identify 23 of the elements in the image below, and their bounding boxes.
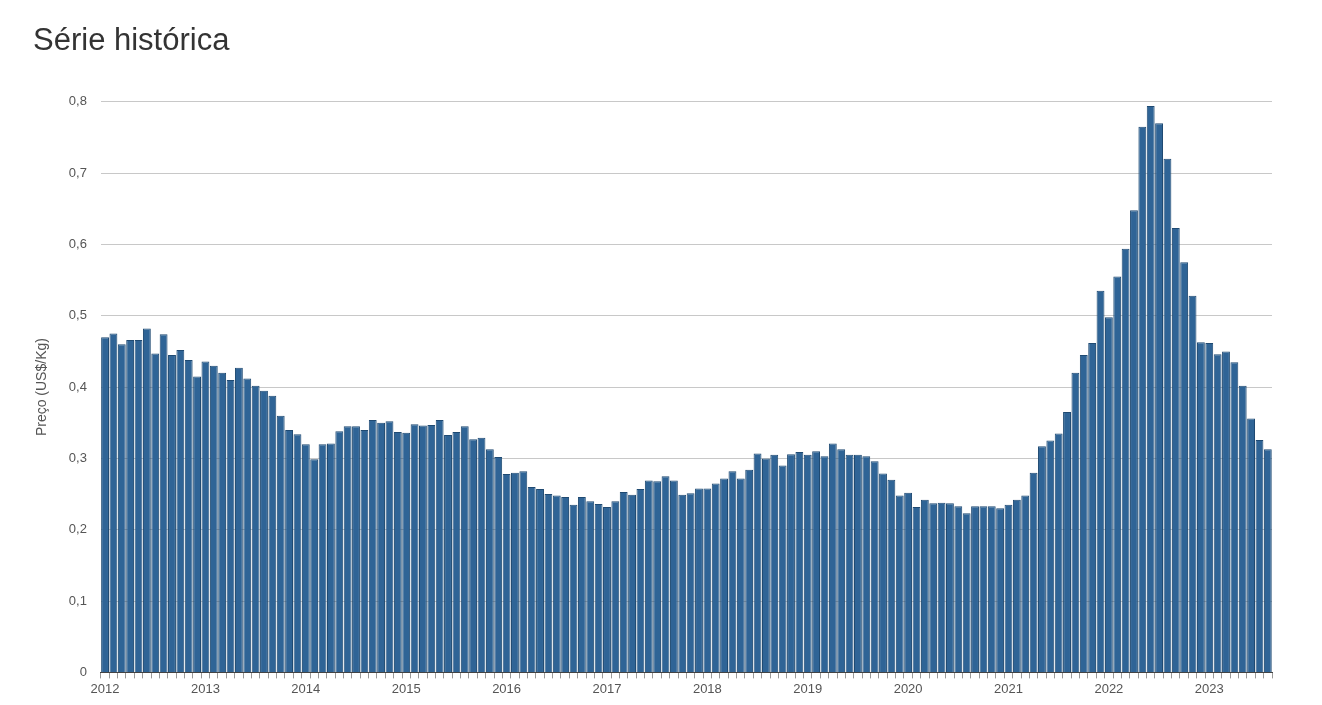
x-tick-label: 2016: [492, 680, 522, 696]
y-tick-label: 0,8: [68, 93, 87, 109]
chart-title: Série histórica: [33, 22, 230, 58]
x-tick-label: 2012: [90, 680, 120, 696]
y-tick-label: 0,3: [68, 450, 87, 465]
x-tick-label: 2019: [793, 680, 823, 696]
x-tick-label: 2023: [1194, 680, 1224, 696]
y-tick-label: 0,1: [68, 592, 87, 608]
x-tick-label: 2015: [391, 680, 421, 696]
x-tick-label: 2018: [692, 680, 722, 696]
x-tick-label: 2013: [190, 680, 220, 696]
x-tick-label: 2020: [893, 680, 923, 696]
y-tick-label: 0,7: [68, 164, 87, 180]
y-tick-label: 0,5: [68, 307, 87, 323]
y-tick-label: 0: [79, 663, 87, 679]
y-tick-label: 0,4: [68, 378, 87, 394]
y-tick-label: 0,6: [68, 236, 87, 252]
x-tick-label: 2022: [1094, 680, 1124, 696]
y-tick-label: 0,2: [68, 521, 87, 537]
y-axis-title: Preço (US$/Kg): [33, 338, 50, 437]
x-tick-label: 2014: [291, 680, 321, 696]
x-tick-label: 2021: [994, 680, 1023, 696]
x-tick-label: 2017: [592, 680, 622, 696]
